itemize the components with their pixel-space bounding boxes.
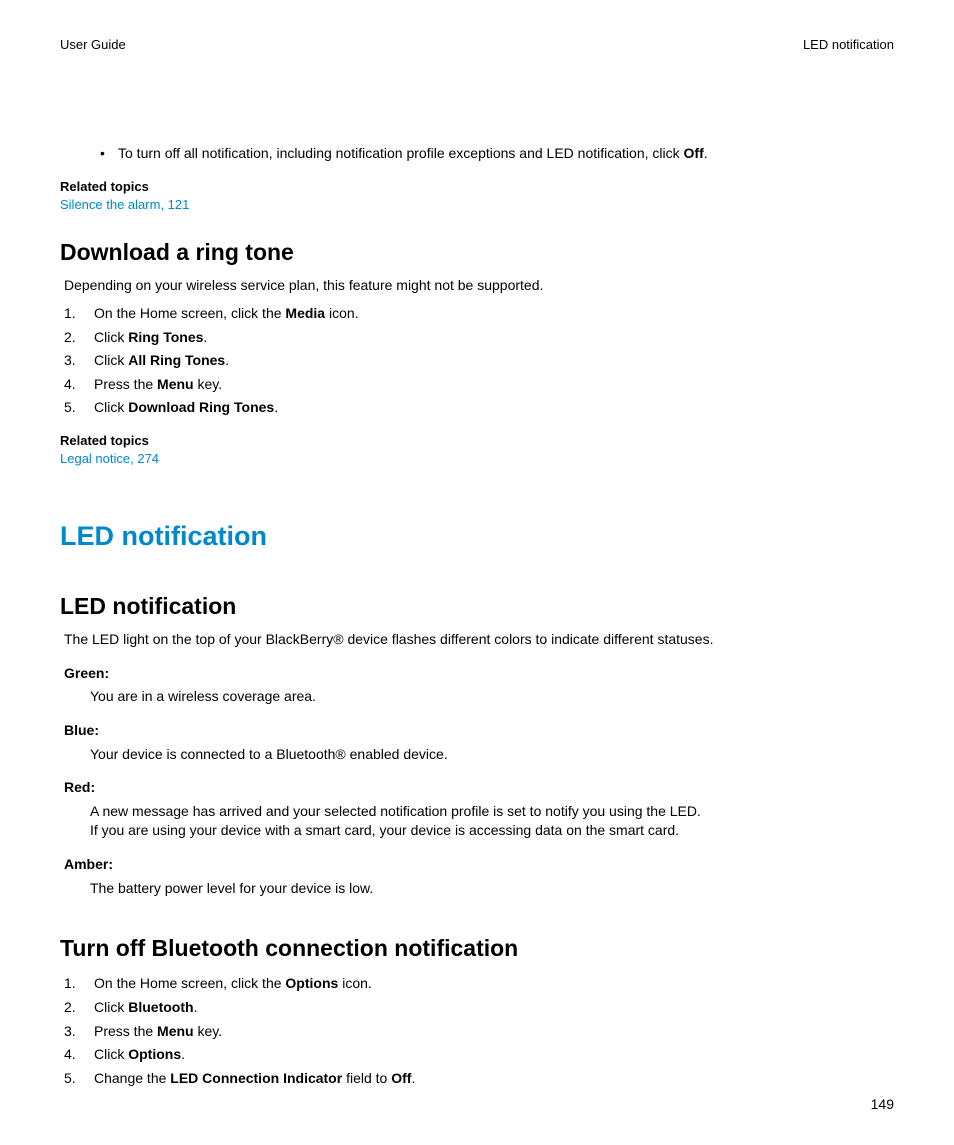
- step-number: 4.: [64, 375, 94, 395]
- related-link-silence-alarm[interactable]: Silence the alarm, 121: [60, 196, 894, 214]
- list-item: 2.Click Ring Tones.: [64, 326, 894, 350]
- list-item: 3.Click All Ring Tones.: [64, 349, 894, 373]
- bullet-text-pre: To turn off all notification, including …: [118, 145, 684, 161]
- bullet-text-bold: Off: [684, 145, 704, 161]
- heading-turn-off-bluetooth: Turn off Bluetooth connection notificati…: [60, 932, 894, 964]
- list-item: 4.Click Options.: [64, 1043, 894, 1067]
- section2-intro: The LED light on the top of your BlackBe…: [64, 630, 894, 650]
- step-number: 3.: [64, 351, 94, 371]
- related-topics-label: Related topics: [60, 432, 894, 450]
- step-number: 2.: [64, 998, 94, 1018]
- list-item: 5.Click Download Ring Tones.: [64, 396, 894, 420]
- list-item: 5.Change the LED Connection Indicator fi…: [64, 1067, 894, 1091]
- def-body: If you are using your device with a smar…: [90, 821, 894, 841]
- def-term-amber: Amber:: [64, 855, 894, 875]
- document-page: User Guide LED notification To turn off …: [0, 0, 954, 1145]
- list-item: 1.On the Home screen, click the Options …: [64, 972, 894, 996]
- step-number: 3.: [64, 1022, 94, 1042]
- step-number: 1.: [64, 304, 94, 324]
- header-right: LED notification: [803, 36, 894, 54]
- header-left: User Guide: [60, 36, 126, 54]
- step-text: Change the LED Connection Indicator fiel…: [94, 1069, 894, 1089]
- heading-led-notification: LED notification: [60, 590, 894, 622]
- def-body: The battery power level for your device …: [90, 879, 894, 899]
- step-text: Click Download Ring Tones.: [94, 398, 894, 418]
- step-number: 4.: [64, 1045, 94, 1065]
- def-body: You are in a wireless coverage area.: [90, 687, 894, 707]
- list-item: 3.Press the Menu key.: [64, 1020, 894, 1044]
- list-item: 2.Click Bluetooth.: [64, 996, 894, 1020]
- bullet-text-post: .: [704, 145, 708, 161]
- related-link-legal-notice[interactable]: Legal notice, 274: [60, 450, 894, 468]
- step-text: On the Home screen, click the Media icon…: [94, 304, 894, 324]
- def-body: Your device is connected to a Bluetooth®…: [90, 745, 894, 765]
- step-text: Click All Ring Tones.: [94, 351, 894, 371]
- def-term-green: Green:: [64, 664, 894, 684]
- list-item: 4.Press the Menu key.: [64, 373, 894, 397]
- related-topics-label: Related topics: [60, 178, 894, 196]
- def-term-red: Red:: [64, 778, 894, 798]
- section1-steps: 1.On the Home screen, click the Media ic…: [64, 302, 894, 420]
- page-header: User Guide LED notification: [60, 36, 894, 54]
- chapter-heading-led-notification: LED notification: [60, 518, 894, 556]
- step-text: Click Options.: [94, 1045, 894, 1065]
- page-number: 149: [871, 1095, 894, 1115]
- step-number: 5.: [64, 1069, 94, 1089]
- step-text: Press the Menu key.: [94, 1022, 894, 1042]
- def-body: A new message has arrived and your selec…: [90, 802, 894, 822]
- section1-intro: Depending on your wireless service plan,…: [64, 276, 894, 296]
- step-number: 5.: [64, 398, 94, 418]
- step-text: On the Home screen, click the Options ic…: [94, 974, 894, 994]
- list-item: 1.On the Home screen, click the Media ic…: [64, 302, 894, 326]
- step-number: 2.: [64, 328, 94, 348]
- step-number: 1.: [64, 974, 94, 994]
- definition-list: Green: You are in a wireless coverage ar…: [60, 664, 894, 898]
- bullet-item: To turn off all notification, including …: [100, 144, 894, 164]
- step-text: Click Bluetooth.: [94, 998, 894, 1018]
- step-text: Click Ring Tones.: [94, 328, 894, 348]
- def-term-blue: Blue:: [64, 721, 894, 741]
- step-text: Press the Menu key.: [94, 375, 894, 395]
- section3-steps: 1.On the Home screen, click the Options …: [64, 972, 894, 1090]
- heading-download-ring-tone: Download a ring tone: [60, 236, 894, 268]
